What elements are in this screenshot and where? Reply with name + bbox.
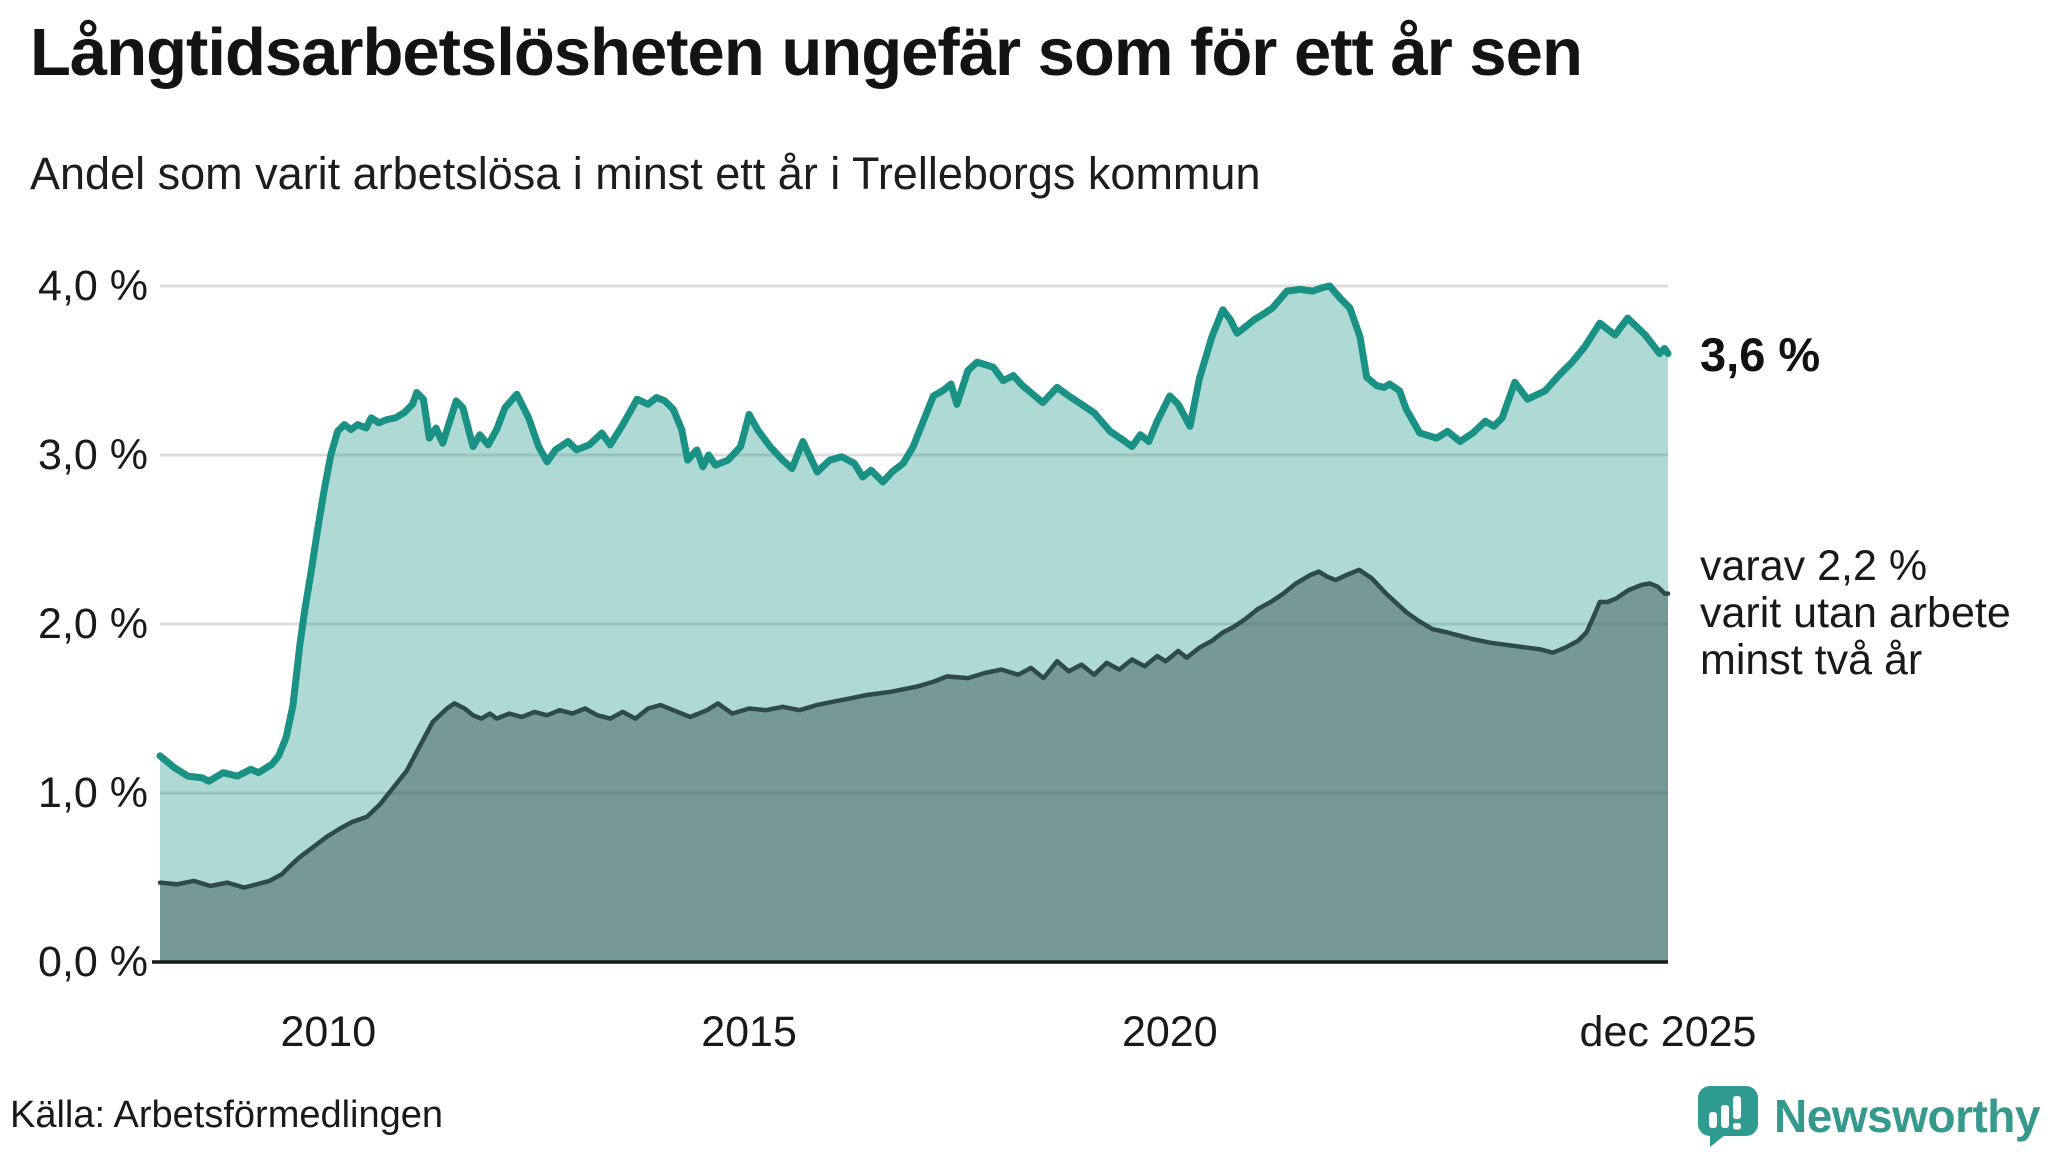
source-label: Källa: Arbetsförmedlingen [10, 1094, 444, 1136]
two-plus-annotation-line2: varit utan arbete [1700, 589, 2011, 637]
y-tick-label: 1,0 % [38, 769, 148, 817]
two-plus-annotation-line1: varav 2,2 % [1700, 542, 1928, 590]
two-plus-series-line [157, 567, 1671, 890]
two-plus-series-area [160, 569, 1668, 962]
y-tick-label: 0,0 % [38, 938, 148, 986]
total-series-area [160, 286, 1668, 962]
y-tick-label: 2,0 % [38, 600, 148, 648]
y-tick-label: 3,0 % [38, 431, 148, 479]
x-tick-label: dec 2025 [1579, 1008, 1757, 1056]
page-title: Långtidsarbetslösheten ungefär som för e… [30, 15, 1583, 90]
two-plus-end-annotation: varav 2,2 % varit utan arbete minst två … [1700, 543, 2011, 684]
newsworthy-logo-icon [1698, 1086, 1759, 1147]
page-subtitle: Andel som varit arbetslösa i minst ett å… [30, 148, 1261, 199]
x-tick-label: 2015 [701, 1008, 797, 1056]
total-series-line [156, 282, 1672, 785]
x-tick-label: 2020 [1121, 1008, 1218, 1056]
y-tick-label: 4,0 % [38, 262, 148, 310]
gridlines [160, 284, 1668, 795]
two-plus-annotation-line3: minst två år [1700, 636, 1923, 684]
newsworthy-wordmark: Newsworthy [1774, 1090, 2040, 1142]
x-tick-label: 2010 [280, 1008, 377, 1056]
total-end-value-label: 3,6 % [1700, 328, 1821, 381]
newsworthy-logo: Newsworthy [1696, 1084, 2040, 1148]
